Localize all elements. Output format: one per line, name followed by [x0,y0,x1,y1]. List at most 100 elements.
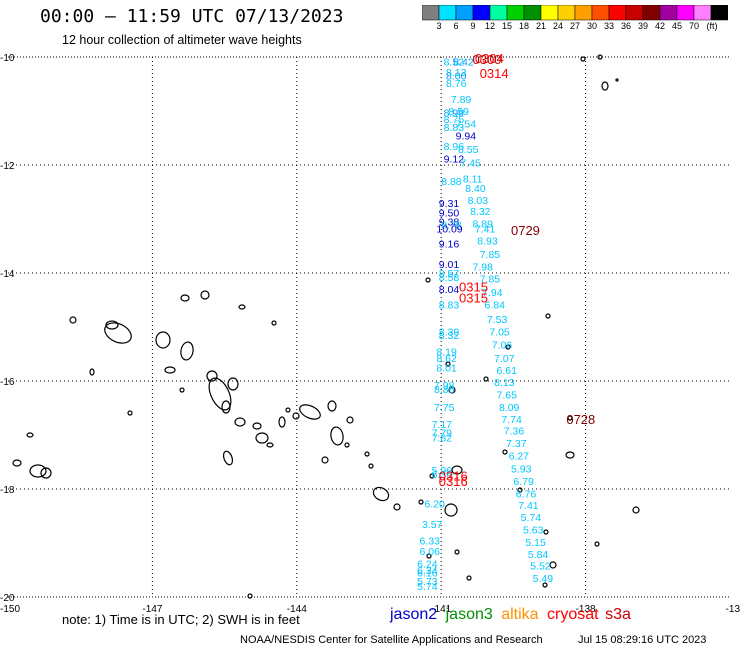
credit-line: NOAA/NESDIS Center for Satellite Applica… [240,634,706,646]
island-outline [364,451,370,457]
island-outline [393,503,401,511]
wave-height-label: 6.76 [516,488,537,500]
pass-time-label: 0316 [439,469,468,484]
island-outline [448,386,456,394]
lon-tick-label: -141 [431,604,451,615]
wave-height-label: 7.74 [501,414,522,426]
wave-height-label: 7.07 [494,353,515,365]
wave-height-label: 8.59 [448,106,469,118]
wave-height-label: 8.88 [441,176,462,188]
wave-height-label: 8.03 [468,195,489,207]
scale-label: 24 [552,21,563,31]
satellite-legend: jason2 jason3 altika cryosat s3a [390,606,631,624]
pass-time-label: 0300 [472,52,501,67]
wave-height-label: 8.89 [472,218,493,230]
island-outline [127,410,133,416]
lon-tick-label: -138 [576,604,596,615]
wave-height-label: 6.24 [417,559,438,571]
wave-height-label: 9.16 [439,238,460,250]
pass-time-label: 0304 [475,51,504,66]
scale-label: 45 [671,21,682,31]
island-outline [545,313,551,319]
island-outline [505,344,511,350]
lat-tick-label: -20 [0,593,15,604]
wave-height-label: 7.94 [482,287,503,299]
wave-height-label: 6.84 [485,299,506,311]
wave-height-label: 8.01 [436,363,457,375]
wave-height-label: 7.36 [504,426,525,438]
island-outline [549,561,557,569]
wave-height-label: 8.96 [444,141,465,153]
wave-height-label: 5.96 [432,465,453,477]
island-outline [346,416,354,424]
island-outline [155,331,171,349]
wave-height-label: 8.19 [436,346,457,358]
island-outline [222,450,234,466]
page-title: 00:00 — 11:59 UTC 07/13/2023 [40,6,344,27]
wave-height-label: 7.98 [434,380,455,392]
wave-height-label: 5.52 [530,561,551,573]
scale-label: 18 [518,21,529,31]
wave-height-label: 6.34 [417,565,438,577]
island-outline [206,370,218,382]
wave-height-label: 7.89 [451,94,472,106]
wave-height-label: 5.84 [528,549,549,561]
wave-height-label: 8.32 [470,206,491,218]
wave-height-label: 6.20 [424,499,445,511]
wave-height-label: 7.53 [487,314,508,326]
wave-height-label: 8.42 [453,56,474,68]
island-outline [227,377,239,391]
wave-height-label: 5.73 [417,576,438,588]
wave-height-label: 8.99 [444,108,465,120]
pass-time-label: 0315 [459,290,488,305]
wave-height-label: 7.41 [518,500,539,512]
scale-label: 12 [484,21,495,31]
wave-height-label: 8.83 [444,122,465,134]
wave-height-label: 7.17 [432,419,453,431]
wave-height-label: 9.12 [444,154,465,166]
island-outline [255,432,269,444]
wave-height-label: 7.82 [432,433,453,445]
island-outline [105,320,119,330]
island-outline [221,400,231,414]
island-outline [266,442,274,448]
page-subtitle: 12 hour collection of altimeter wave hei… [62,33,302,47]
island-outline [601,81,609,91]
wave-height-label: 8.11 [463,174,483,186]
lat-tick-label: -12 [0,161,15,172]
credit-text: NOAA/NESDIS Center for Satellite Applica… [240,634,543,646]
lat-tick-label: -14 [0,269,15,280]
island-outline [208,377,232,411]
scale-label: 42 [654,21,665,31]
island-outline [567,415,573,421]
wave-height-label: 10.09 [436,224,462,236]
wave-height-label: 7.45 [460,157,481,169]
legend-jason3: jason3 [445,606,493,623]
island-outline [429,473,435,479]
wave-height-label: 8.09 [499,402,520,414]
legend-s3a: s3a [605,606,631,623]
wave-height-label: 8.93 [477,236,498,248]
color-scale-bar [422,5,728,21]
scale-swatch [710,5,728,21]
wave-height-label: 7.98 [472,262,493,274]
island-outline [247,593,253,599]
wave-height-label: 7.65 [497,390,518,402]
island-outline [89,368,95,376]
lon-tick-label: -144 [287,604,307,615]
scale-label: (ft) [706,21,718,31]
wave-height-label: 9.31 [439,198,460,210]
pass-time-label: 0728 [566,412,595,427]
island-outline [40,467,52,479]
island-outline [285,407,291,413]
wave-height-label: 5.49 [533,573,554,585]
island-outline [542,582,548,588]
island-outline [426,553,432,559]
wave-height-label: 5.74 [417,581,438,593]
island-outline [164,366,176,374]
legend-cryosat: cryosat [547,606,599,623]
island-outline [517,487,523,493]
island-outline [418,499,424,505]
